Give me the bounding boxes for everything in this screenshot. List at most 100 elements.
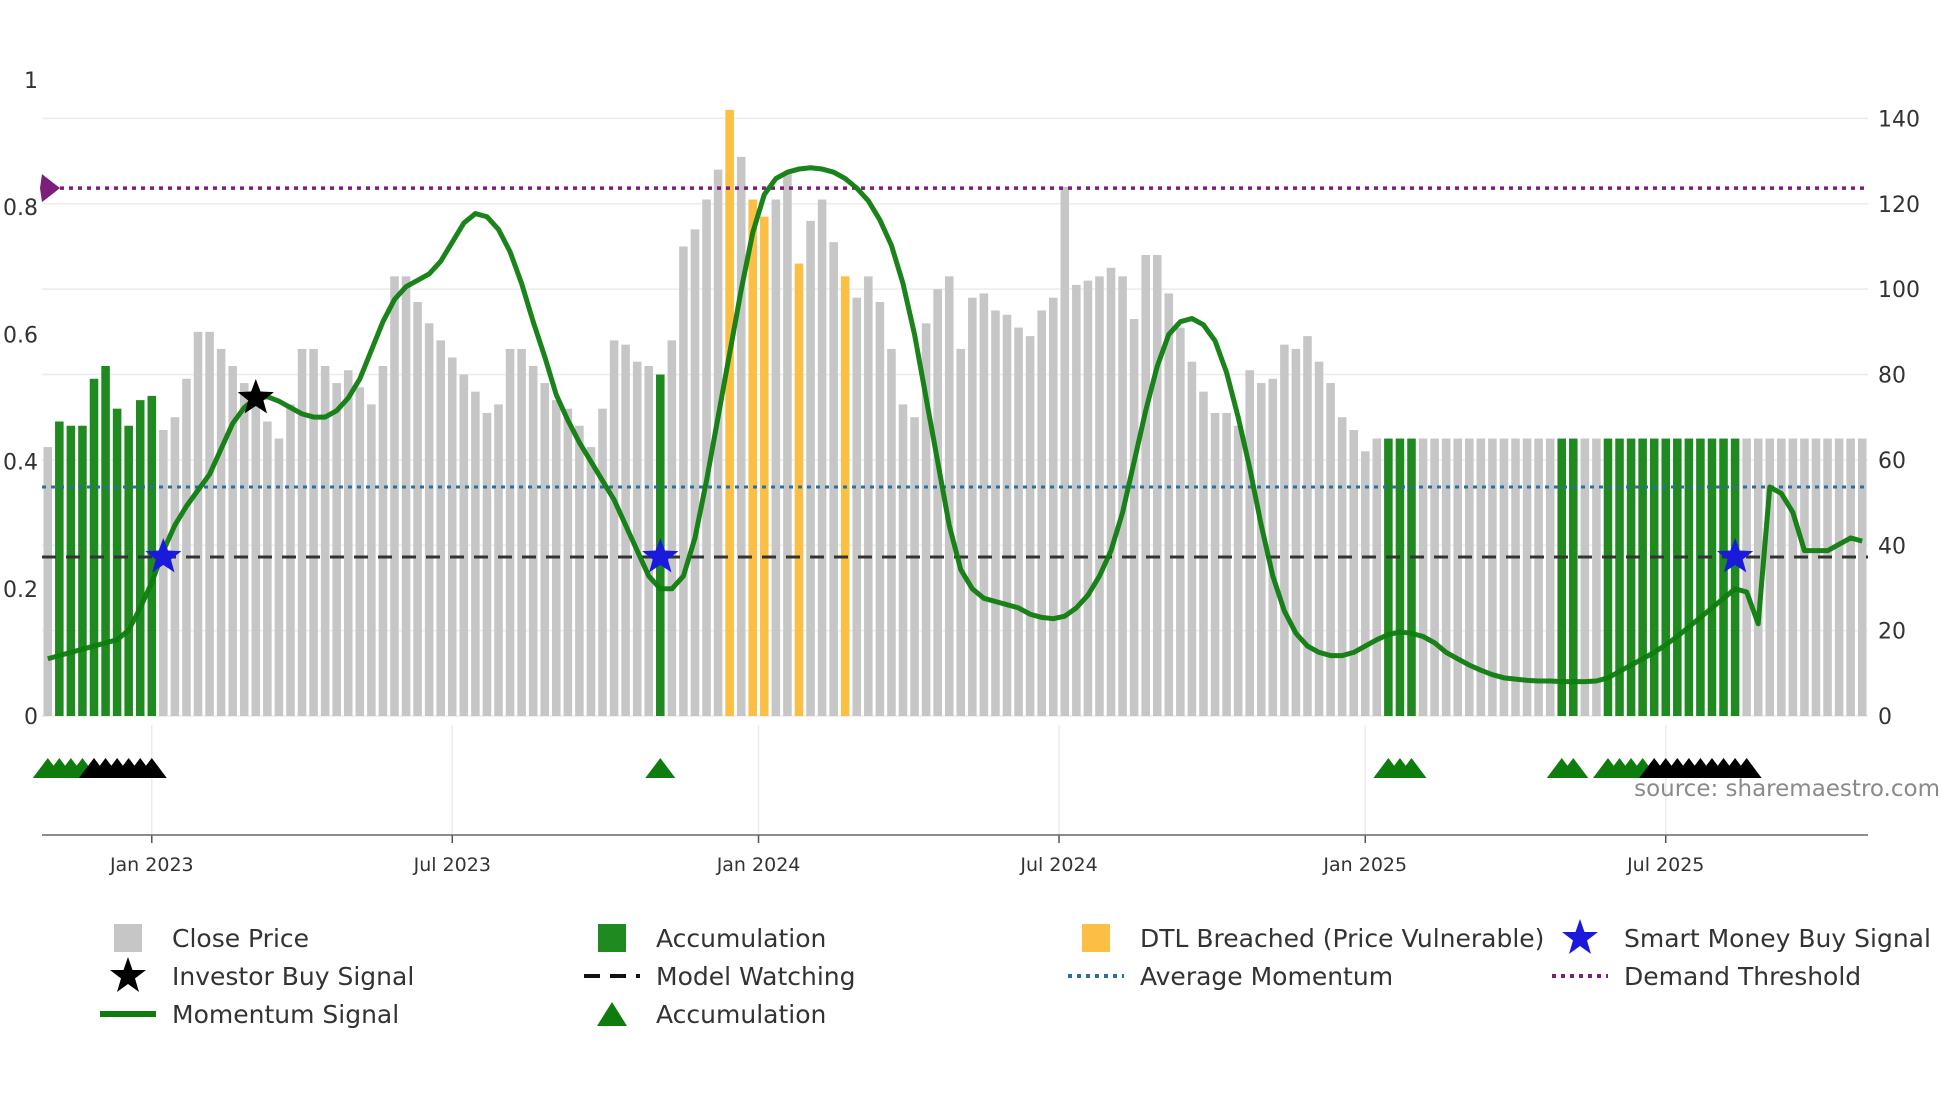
close-price-bar <box>1048 297 1058 716</box>
close-price-bar <box>436 340 445 716</box>
close-price-bar <box>944 276 954 716</box>
close-price-bar <box>1811 438 1821 716</box>
close-price-bar <box>471 391 480 716</box>
close-price-bar <box>447 357 457 716</box>
accumulation-bar <box>112 408 122 716</box>
legend-demand-threshold-label: Demand Threshold <box>1624 961 1862 991</box>
date-tick-label: Jul 2025 <box>1626 854 1704 876</box>
right-axis-tick-label: 120 <box>1878 193 1920 218</box>
legend-accumulation-marker-label: Accumulation <box>656 999 827 1029</box>
close-price-bar <box>1002 314 1012 716</box>
close-price-bar <box>1488 438 1497 716</box>
legend-model-watching[interactable]: Model Watching <box>574 958 856 994</box>
legend-accumulation-bar[interactable]: Accumulation <box>574 920 826 956</box>
close-price-bar <box>1095 276 1104 716</box>
close-price-bar <box>297 348 307 716</box>
close-price-bar <box>1777 438 1786 716</box>
close-price-bar <box>309 348 318 716</box>
close-price-bar <box>690 229 700 716</box>
close-price-bar <box>239 383 249 716</box>
close-price-bar <box>817 199 827 716</box>
close-price-bar <box>1418 438 1428 716</box>
date-tick-label: Jul 2024 <box>1019 854 1097 876</box>
close-price-bar <box>1846 438 1855 716</box>
accumulation-bar <box>101 365 110 716</box>
accumulation-bar <box>1603 438 1613 716</box>
date-tick-label: Jan 2023 <box>109 854 194 876</box>
accumulation-bar <box>124 425 133 716</box>
accumulation-bar <box>1684 438 1694 716</box>
close-price-bar <box>355 387 365 716</box>
legend-dtl-breached[interactable]: DTL Breached (Price Vulnerable) <box>1058 920 1544 956</box>
signal-lines <box>40 165 1868 685</box>
green-line-icon <box>100 1011 156 1017</box>
dtl-breached-bar <box>794 263 804 716</box>
close-price-bar <box>228 365 237 716</box>
accumulation-triangle-icon <box>1558 758 1589 778</box>
close-price-bar <box>413 301 422 716</box>
close-price-bar <box>1453 438 1463 716</box>
accumulation-bar <box>1615 438 1624 716</box>
accumulation-bar <box>1719 438 1728 716</box>
close-price-bar <box>1245 370 1254 716</box>
close-price-bar <box>1222 412 1231 716</box>
smart-money-star-icon <box>642 538 679 573</box>
close-price-bar <box>1083 280 1093 716</box>
close-price-bar <box>1360 451 1370 716</box>
legend-investor-label: Investor Buy Signal <box>172 961 415 991</box>
close-price-bar <box>1580 438 1590 716</box>
legend-smart-money[interactable]: Smart Money Buy Signal <box>1542 919 1931 956</box>
close-price-bar <box>806 220 815 716</box>
close-price-swatch <box>114 924 142 952</box>
close-price-bar <box>332 383 341 716</box>
close-price-bar <box>1152 255 1162 716</box>
left-axis-tick-label: 1 <box>24 69 38 94</box>
close-price-bar <box>1072 284 1081 716</box>
close-price-bar <box>390 276 399 716</box>
legend-investor-buy[interactable]: Investor Buy Signal <box>90 957 415 994</box>
date-tick-label: Jan 2025 <box>1322 854 1407 876</box>
close-price-bar <box>1476 438 1486 716</box>
close-price-bar <box>609 340 619 716</box>
close-price-bar <box>1765 438 1775 716</box>
close-price-bar <box>644 365 654 716</box>
source-label: source: sharemaestro.com <box>1634 776 1940 802</box>
close-price-bar <box>1800 438 1809 716</box>
investor-star-icon <box>237 379 274 414</box>
close-price-bar <box>563 408 573 716</box>
legend-demand-threshold[interactable]: Demand Threshold <box>1542 958 1861 994</box>
close-price-bar <box>829 242 838 716</box>
close-price-bar <box>459 374 469 716</box>
legend-close-price[interactable]: Close Price <box>90 920 309 956</box>
triangle-icon <box>597 1002 627 1026</box>
close-price-bar <box>1129 319 1139 716</box>
legend-average-momentum[interactable]: Average Momentum <box>1058 958 1393 994</box>
close-price-bar <box>1441 438 1451 716</box>
right-axis-tick-label: 100 <box>1878 278 1920 303</box>
close-price-bar <box>864 276 873 716</box>
close-price-bar <box>713 169 723 717</box>
legend-accumulation-marker[interactable]: Accumulation <box>574 996 826 1032</box>
legend-momentum-signal[interactable]: Momentum Signal <box>90 996 399 1032</box>
close-price-bar <box>632 361 642 716</box>
legend-momentum-label: Momentum Signal <box>172 999 400 1029</box>
close-price-bar <box>598 408 607 716</box>
close-price-bar <box>1545 438 1555 716</box>
close-price-bar <box>1857 438 1867 716</box>
close-price-bar <box>921 323 931 716</box>
legend-dtl-label: DTL Breached (Price Vulnerable) <box>1140 923 1545 953</box>
close-price-bar <box>517 348 526 716</box>
left-axis-tick-label: 0.4 <box>3 451 38 476</box>
close-price-bar <box>1210 412 1220 716</box>
black-triangle-icon <box>1731 758 1762 778</box>
close-price-bar <box>401 276 411 716</box>
close-price-bar <box>263 421 272 716</box>
right-axis-tick-label: 140 <box>1878 107 1920 132</box>
chart: 0 20 40 60 80 100 120 140 0 0.2 0.4 0.6 0.8 1 Jan 2023… <box>3 69 1940 876</box>
left-axis-tick-label: 0.8 <box>3 196 38 221</box>
close-price-bar <box>933 289 942 716</box>
close-price-bar <box>1118 276 1127 716</box>
close-price-bar <box>1511 438 1520 716</box>
close-price-bar <box>667 340 677 716</box>
close-price-bar <box>1499 438 1509 716</box>
